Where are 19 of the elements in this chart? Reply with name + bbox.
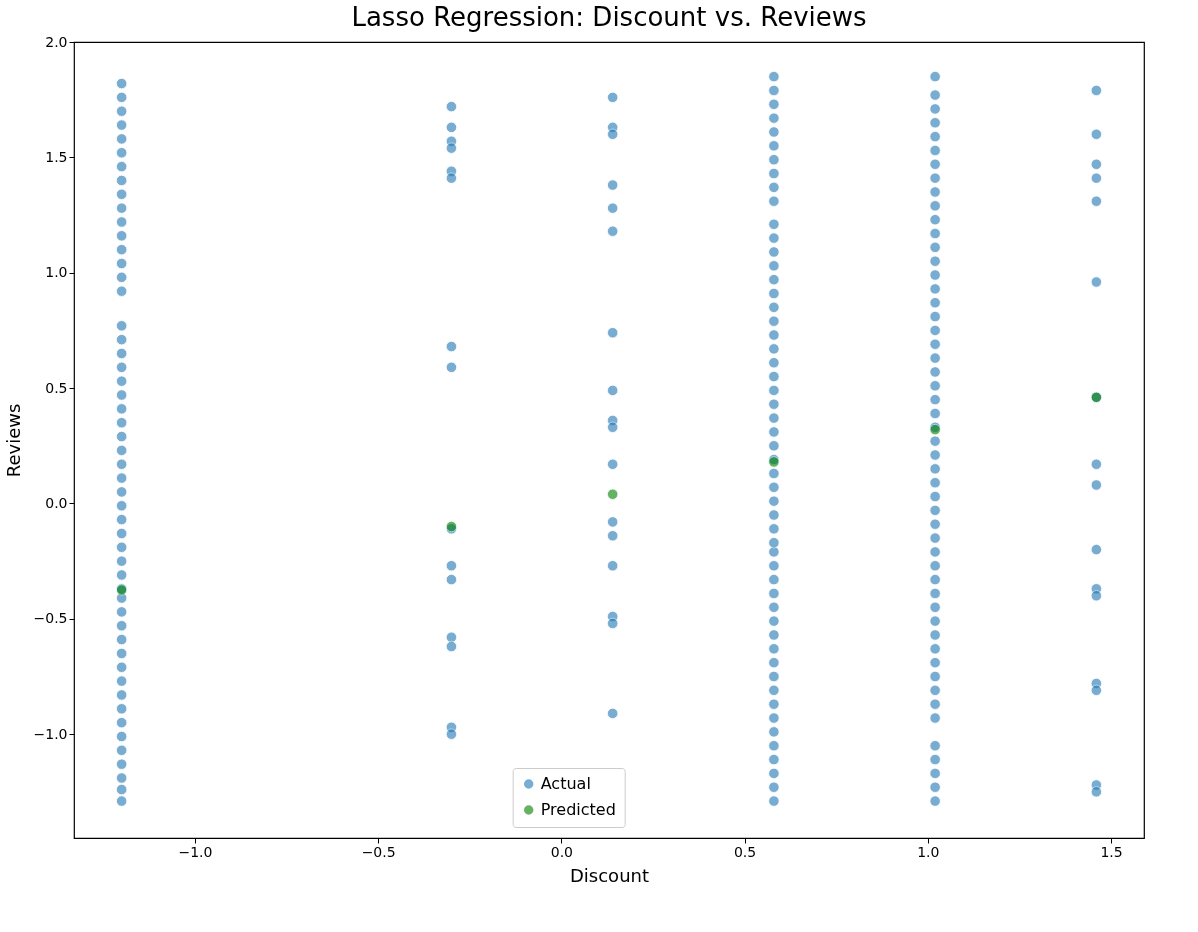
y-tick-label: 1.0	[45, 264, 68, 281]
y-tick-label: 0.5	[45, 379, 68, 396]
x-tick-label: 0.0	[550, 843, 573, 860]
x-tick-label: 0.5	[733, 843, 757, 860]
y-tick-label: 1.5	[45, 148, 68, 165]
x-tick-label: 1.5	[1100, 843, 1123, 860]
point	[607, 488, 619, 500]
legend-label: Predicted	[540, 800, 616, 819]
y-axis-title: Reviews	[2, 403, 24, 478]
y-tick-label: −1.0	[33, 725, 68, 742]
chart-title: Lasso Regression: Discount vs. Reviews	[351, 2, 867, 32]
y-tick-label: 2.0	[45, 33, 68, 50]
x-tick-label: −1.0	[178, 843, 213, 860]
x-tick-label: −0.5	[361, 843, 396, 860]
y-tick-label: 0.0	[45, 494, 68, 511]
x-axis-title: Discount	[569, 864, 650, 886]
y-tick-label: −0.5	[33, 610, 68, 627]
legend-label: Actual	[540, 774, 591, 793]
x-tick-label: 1.0	[917, 843, 940, 860]
